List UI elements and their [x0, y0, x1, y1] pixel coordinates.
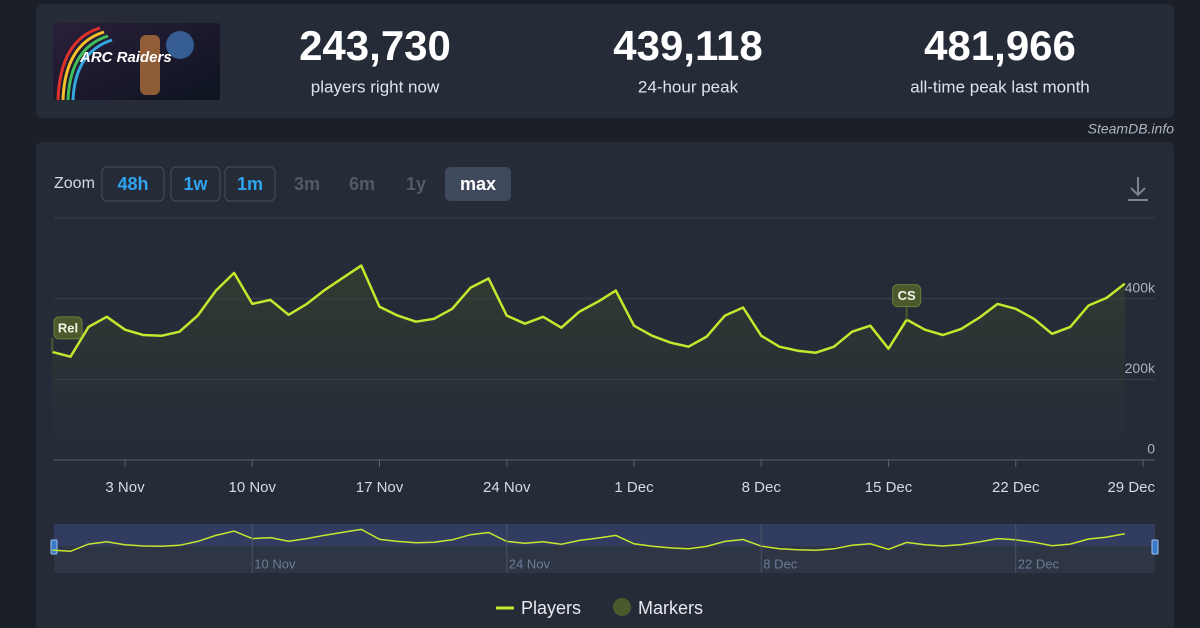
stat-label: all-time peak last month	[910, 77, 1090, 96]
zoom-option: 6m	[349, 174, 375, 194]
marker-label: Rel	[58, 320, 78, 335]
stats-card	[36, 4, 1174, 118]
marker-label: CS	[898, 288, 916, 303]
navigator-tick-label: 10 Nov	[254, 556, 296, 571]
zoom-button[interactable]	[224, 166, 276, 202]
zoom-button[interactable]	[101, 166, 165, 202]
x-tick-label: 17 Nov	[356, 479, 404, 496]
logo-figure	[166, 31, 194, 59]
logo-figure	[140, 35, 160, 95]
players-line	[51, 264, 1126, 358]
zoom-label: Zoom	[54, 175, 95, 192]
marker-box	[892, 284, 922, 308]
x-tick-label: 10 Nov	[228, 479, 276, 496]
x-tick-label: 22 Dec	[992, 479, 1040, 496]
players-area	[52, 265, 1125, 460]
zoom-option[interactable]: 48h	[117, 174, 148, 194]
x-tick-label: 29 Dec	[1107, 479, 1155, 496]
x-tick-label: 15 Dec	[865, 479, 913, 496]
game-logo: ARC Raiders	[53, 23, 220, 101]
zoom-option: 3m	[294, 174, 320, 194]
navigator-line	[52, 528, 1125, 553]
zoom-option[interactable]: 1m	[237, 174, 263, 194]
stat-value: 481,966	[924, 22, 1076, 69]
x-tick-label: 8 Dec	[742, 479, 782, 496]
stat-label: players right now	[311, 77, 440, 96]
download-glyph[interactable]	[1128, 177, 1148, 201]
logo-stripe	[56, 26, 101, 101]
navigator-tick-label: 24 Nov	[509, 556, 551, 571]
stat-value: 439,118	[613, 22, 763, 69]
navigator-selection[interactable]	[54, 524, 1155, 546]
legend-label[interactable]: Players	[521, 598, 581, 618]
stat-value: 243,730	[299, 22, 451, 69]
y-tick-label: 400k	[1125, 279, 1156, 295]
zoom-option[interactable]: 1w	[183, 174, 208, 194]
y-tick-label: 200k	[1125, 360, 1156, 376]
x-tick-label: 1 Dec	[614, 479, 654, 496]
zoom-button-active[interactable]	[445, 167, 511, 201]
logo-stripe	[61, 30, 105, 101]
zoom-button[interactable]	[170, 166, 221, 202]
navigator-tick-label: 22 Dec	[1018, 556, 1060, 571]
x-tick-label: 3 Nov	[105, 479, 145, 496]
navigator-handle[interactable]	[1151, 539, 1159, 555]
x-tick-label: 24 Nov	[483, 479, 531, 496]
zoom-option[interactable]: max	[460, 174, 496, 194]
navigator-tick-label: 8 Dec	[763, 556, 797, 571]
logo-stripe	[71, 38, 113, 101]
legend-label[interactable]: Markers	[638, 598, 703, 618]
legend-marker[interactable]	[613, 598, 631, 616]
marker-box	[53, 316, 83, 340]
download-icon[interactable]	[1128, 177, 1148, 201]
stat-label: 24-hour peak	[638, 77, 739, 96]
logo-text: ARC Raiders	[79, 49, 172, 66]
navigator-handle[interactable]	[50, 539, 58, 555]
y-tick-label: 0	[1147, 441, 1155, 457]
source-credit: SteamDB.info	[1088, 121, 1175, 137]
logo-stripe	[66, 34, 109, 101]
zoom-option: 1y	[406, 174, 426, 194]
